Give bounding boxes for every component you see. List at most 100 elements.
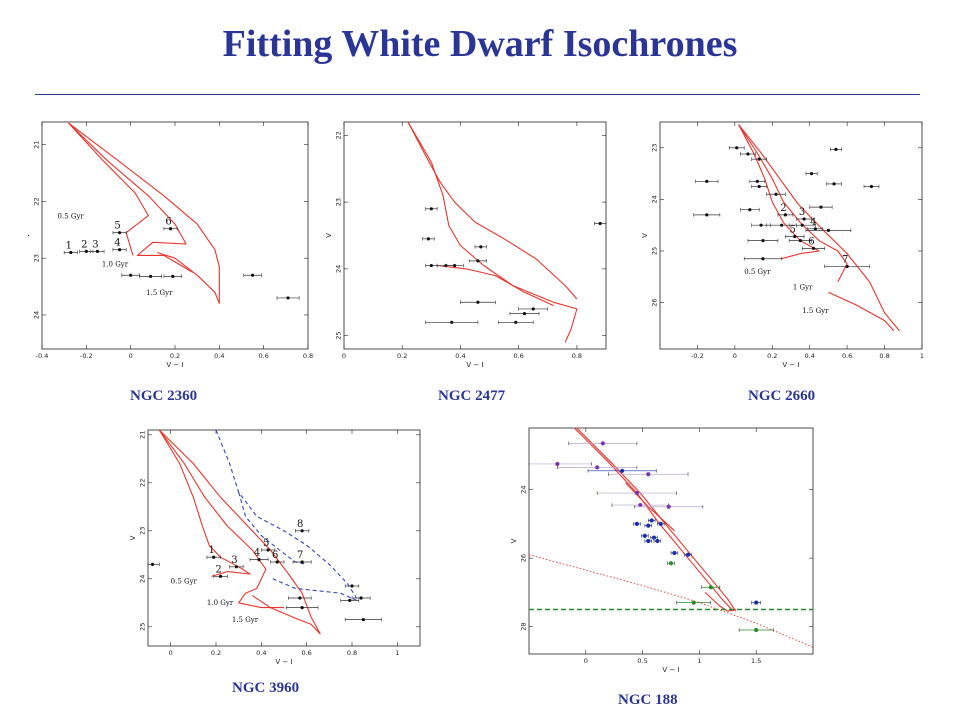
point-number-label: 6 bbox=[272, 550, 278, 561]
data-point bbox=[257, 558, 261, 562]
x-tick-label: 1 bbox=[920, 352, 924, 360]
data-point bbox=[672, 550, 677, 556]
y-tick-label: 23 bbox=[335, 198, 343, 206]
cmd-plot-ngc188: 0 0.5 1 1.5 24 26 28 V − I V bbox=[510, 427, 814, 674]
data-point bbox=[759, 223, 763, 227]
x-tick-label: 0.2 bbox=[211, 649, 221, 657]
data-point bbox=[813, 227, 817, 231]
x-tick-label: -0.2 bbox=[691, 352, 704, 360]
x-tick-label: 0 bbox=[342, 352, 346, 360]
x-tick-label: 1 bbox=[395, 649, 399, 657]
point-number-label: 5 bbox=[263, 538, 269, 549]
isochrone-line bbox=[272, 578, 357, 601]
data-point bbox=[708, 585, 713, 590]
data-point bbox=[531, 307, 535, 311]
isochrone-line bbox=[704, 591, 736, 612]
data-point bbox=[802, 217, 806, 221]
y-tick-label: 24 bbox=[335, 265, 343, 273]
data-point bbox=[359, 596, 363, 600]
isochrone-age-label: 1.0 Gyr bbox=[207, 599, 234, 607]
isochrone-age-label: 1.5 Gyr bbox=[802, 307, 829, 315]
data-point bbox=[598, 221, 602, 226]
data-point bbox=[748, 208, 752, 212]
data-point bbox=[826, 228, 831, 232]
data-point bbox=[429, 263, 433, 268]
point-number-label: 5 bbox=[114, 221, 120, 232]
x-axis-label: V − I bbox=[662, 666, 679, 674]
y-tick-label: 23 bbox=[33, 254, 41, 262]
point-number-label: 6 bbox=[165, 217, 171, 228]
data-point bbox=[761, 257, 765, 261]
isochrone-line bbox=[738, 124, 900, 332]
plot-frame bbox=[659, 121, 923, 350]
data-point bbox=[634, 521, 640, 526]
data-point bbox=[774, 192, 778, 196]
x-tick-label: 0.4 bbox=[214, 352, 224, 360]
x-tick-label: 0 bbox=[584, 657, 588, 665]
y-tick-label: 24 bbox=[651, 195, 659, 203]
isochrone-line bbox=[437, 264, 554, 307]
caption-ngc2360: NGC 2360 bbox=[130, 388, 198, 404]
data-point bbox=[129, 273, 133, 277]
x-tick-label: -0.4 bbox=[36, 352, 49, 360]
isochrone-age-label: 0.5 Gyr bbox=[744, 268, 771, 276]
plot-frame bbox=[147, 429, 421, 647]
y-tick-label: 21 bbox=[33, 141, 41, 149]
isochrone-line bbox=[158, 429, 284, 609]
x-tick-label: 0.6 bbox=[258, 352, 268, 360]
isochrone-line bbox=[251, 595, 321, 635]
x-tick-label: 0.6 bbox=[842, 352, 852, 360]
data-point bbox=[69, 250, 73, 255]
data-point bbox=[793, 234, 797, 239]
caption-ngc2477: NGC 2477 bbox=[438, 388, 506, 404]
y-tick-label: 26 bbox=[520, 554, 528, 562]
y-tick-label: 22 bbox=[139, 479, 147, 487]
point-number-label: 3 bbox=[799, 207, 805, 218]
y-tick-label: 23 bbox=[651, 144, 659, 152]
caption-ngc2660: NGC 2660 bbox=[748, 388, 816, 404]
y-axis-label: V bbox=[130, 535, 137, 540]
y-axis-label: V bbox=[28, 233, 31, 238]
plot-frame bbox=[528, 427, 814, 655]
x-tick-label: 0.6 bbox=[301, 649, 311, 657]
data-point bbox=[300, 529, 304, 533]
data-point bbox=[834, 147, 838, 151]
data-point bbox=[117, 248, 122, 252]
data-point bbox=[780, 223, 784, 227]
y-tick-label: 22 bbox=[33, 197, 41, 205]
cmd-plot-ngc2477: 0 0.2 0.4 0.6 0.8 22 23 24 25 V − I V bbox=[326, 121, 607, 369]
isochrone-line bbox=[828, 291, 895, 332]
data-point bbox=[171, 274, 175, 278]
y-tick-label: 21 bbox=[139, 431, 147, 439]
data-point bbox=[476, 259, 480, 263]
data-point bbox=[212, 555, 216, 559]
data-point bbox=[95, 249, 100, 253]
x-tick-label: 0.4 bbox=[256, 649, 266, 657]
x-tick-label: 0.2 bbox=[767, 352, 777, 360]
y-tick-label: 25 bbox=[335, 332, 343, 340]
point-number-label: 8 bbox=[297, 519, 303, 530]
data-point bbox=[300, 560, 304, 564]
x-tick-label: 0 bbox=[129, 352, 133, 360]
x-axis-label: V − I bbox=[782, 361, 799, 369]
data-point bbox=[705, 179, 709, 183]
data-point bbox=[350, 584, 354, 588]
isochrone-line bbox=[157, 251, 220, 304]
isochrone-line bbox=[738, 124, 848, 283]
data-point bbox=[819, 205, 823, 209]
data-point bbox=[634, 490, 640, 496]
y-tick-label: 28 bbox=[520, 622, 528, 630]
point-number-label: 1 bbox=[66, 241, 72, 252]
data-point bbox=[266, 548, 270, 552]
y-tick-label: 24 bbox=[33, 311, 41, 319]
isochrone-age-label: 1.0 Gyr bbox=[102, 261, 129, 269]
y-tick-label: 24 bbox=[139, 575, 147, 583]
data-point bbox=[655, 538, 660, 544]
data-point bbox=[651, 535, 657, 540]
data-point bbox=[735, 146, 739, 150]
data-point bbox=[649, 518, 654, 523]
